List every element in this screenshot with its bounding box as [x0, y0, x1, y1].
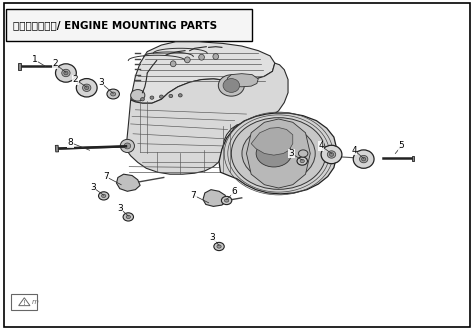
Ellipse shape	[219, 75, 244, 96]
Polygon shape	[55, 145, 59, 152]
Ellipse shape	[362, 157, 366, 161]
Ellipse shape	[150, 96, 154, 99]
Ellipse shape	[123, 213, 134, 221]
Ellipse shape	[62, 69, 70, 77]
Ellipse shape	[223, 79, 239, 92]
Ellipse shape	[299, 150, 308, 157]
Ellipse shape	[170, 61, 176, 67]
Text: !: !	[23, 300, 26, 306]
Ellipse shape	[242, 126, 315, 182]
Text: 发动机装配组合/ ENGINE MOUNTING PARTS: 发动机装配组合/ ENGINE MOUNTING PARTS	[13, 20, 217, 30]
Bar	[6, 9, 252, 41]
Ellipse shape	[359, 155, 368, 163]
Text: 1: 1	[32, 55, 37, 64]
Polygon shape	[203, 190, 227, 206]
Text: 3: 3	[90, 183, 96, 192]
Ellipse shape	[199, 54, 204, 60]
Ellipse shape	[169, 94, 173, 98]
Ellipse shape	[213, 53, 219, 59]
Ellipse shape	[225, 199, 229, 202]
Ellipse shape	[321, 145, 342, 164]
Text: 3: 3	[289, 149, 294, 158]
Ellipse shape	[110, 92, 116, 96]
Ellipse shape	[76, 79, 97, 97]
Ellipse shape	[178, 94, 182, 97]
Ellipse shape	[131, 89, 145, 101]
Polygon shape	[131, 42, 275, 103]
Ellipse shape	[64, 71, 68, 75]
Ellipse shape	[353, 150, 374, 168]
Text: m: m	[31, 299, 38, 305]
Polygon shape	[18, 63, 20, 70]
Polygon shape	[412, 156, 414, 161]
Ellipse shape	[82, 84, 91, 91]
Ellipse shape	[214, 243, 224, 250]
Text: 4: 4	[351, 146, 357, 155]
Text: 8: 8	[68, 138, 73, 147]
Ellipse shape	[231, 118, 326, 189]
Ellipse shape	[101, 194, 106, 198]
Text: 3: 3	[117, 204, 123, 213]
Polygon shape	[227, 74, 258, 87]
Ellipse shape	[141, 98, 145, 101]
Text: 5: 5	[399, 142, 404, 150]
Ellipse shape	[184, 57, 190, 63]
Text: 2: 2	[73, 75, 78, 84]
Ellipse shape	[126, 215, 130, 218]
Text: 2: 2	[52, 59, 58, 68]
Ellipse shape	[297, 157, 308, 165]
Text: 4: 4	[319, 142, 324, 150]
Ellipse shape	[124, 143, 131, 149]
Text: 7: 7	[103, 172, 109, 181]
Text: 6: 6	[232, 187, 237, 196]
Bar	[11, 294, 37, 310]
Polygon shape	[219, 113, 336, 194]
Ellipse shape	[55, 64, 76, 82]
Ellipse shape	[120, 139, 135, 152]
Ellipse shape	[159, 95, 163, 98]
Ellipse shape	[300, 159, 304, 163]
Text: 3: 3	[98, 78, 104, 87]
Ellipse shape	[256, 140, 292, 167]
Ellipse shape	[329, 153, 334, 156]
Polygon shape	[246, 119, 310, 188]
Ellipse shape	[99, 192, 109, 200]
Polygon shape	[251, 127, 293, 155]
Polygon shape	[117, 174, 140, 191]
Ellipse shape	[107, 89, 119, 99]
Text: 3: 3	[210, 233, 215, 243]
Ellipse shape	[217, 245, 221, 248]
Ellipse shape	[328, 151, 336, 158]
Ellipse shape	[221, 196, 232, 205]
Text: 7: 7	[191, 191, 196, 200]
Polygon shape	[126, 63, 288, 174]
Ellipse shape	[85, 86, 89, 90]
